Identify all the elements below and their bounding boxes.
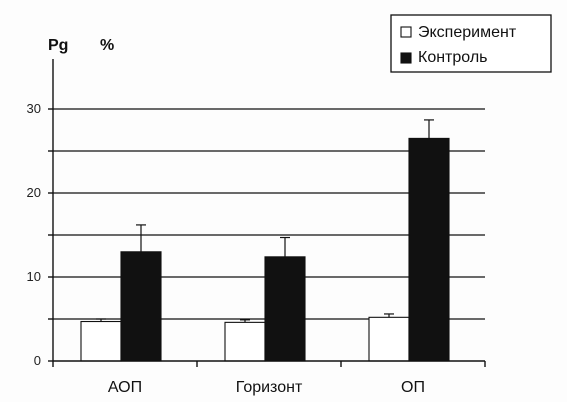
y-unit-label-percent: % xyxy=(100,37,114,54)
legend: Эксперимент Контроль xyxy=(390,14,552,73)
bars xyxy=(80,119,450,362)
bar-experiment-2 xyxy=(368,316,410,362)
y-tick-label-10: 10 xyxy=(27,269,41,284)
legend-box xyxy=(390,14,552,73)
bar-control-0 xyxy=(120,251,162,362)
labels: Pg % 0 10 20 30 АОП Горизонт ОП xyxy=(27,37,425,396)
y-unit-label-pg: Pg xyxy=(48,37,68,54)
y-tick-label-0: 0 xyxy=(34,353,41,368)
legend-label-experiment: Эксперимент xyxy=(418,24,517,41)
y-tick-label-20: 20 xyxy=(27,185,41,200)
bar-experiment-1 xyxy=(224,321,266,362)
legend-swatch-control xyxy=(400,52,412,64)
x-category-label-0: АОП xyxy=(108,379,142,396)
x-category-label-1: Горизонт xyxy=(236,379,303,396)
bar-control-1 xyxy=(264,256,306,362)
legend-label-control: Контроль xyxy=(418,49,488,66)
bar-experiment-0 xyxy=(80,320,122,362)
y-tick-label-30: 30 xyxy=(27,101,41,116)
x-category-label-2: ОП xyxy=(401,379,425,396)
axes xyxy=(48,59,486,367)
bar-control-2 xyxy=(408,137,450,362)
legend-swatch-experiment xyxy=(400,26,412,38)
